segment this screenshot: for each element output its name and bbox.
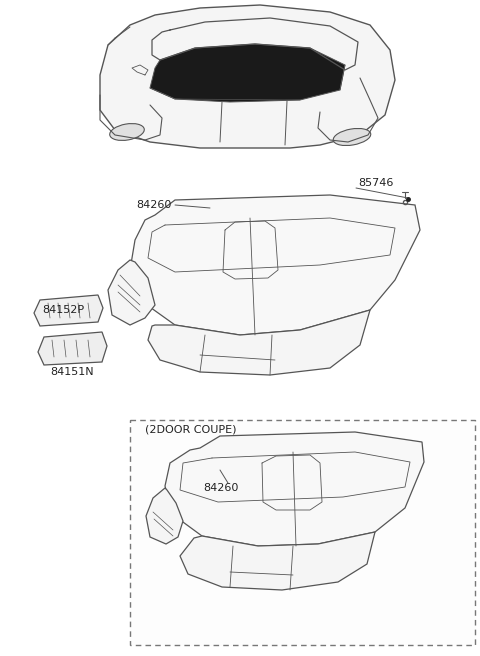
Text: 85746: 85746 [358, 178, 394, 188]
Polygon shape [100, 5, 395, 148]
Polygon shape [180, 532, 375, 590]
Polygon shape [38, 332, 107, 365]
Polygon shape [165, 432, 424, 546]
Ellipse shape [333, 129, 371, 146]
Text: 84260: 84260 [137, 200, 172, 210]
Polygon shape [150, 44, 345, 102]
Polygon shape [148, 310, 370, 375]
Text: 84152P: 84152P [42, 305, 84, 315]
Polygon shape [34, 295, 103, 326]
Polygon shape [146, 488, 183, 544]
Text: (2DOOR COUPE): (2DOOR COUPE) [145, 425, 237, 435]
Bar [130, 420, 475, 645]
Text: 84260: 84260 [203, 483, 239, 493]
Polygon shape [130, 195, 420, 335]
Text: 84151N: 84151N [50, 367, 94, 377]
Ellipse shape [110, 123, 144, 140]
Polygon shape [108, 260, 155, 325]
